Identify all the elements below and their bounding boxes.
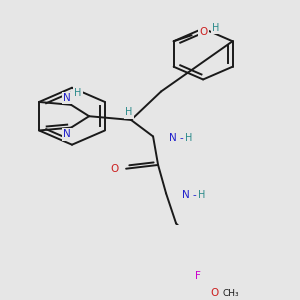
Text: CH₃: CH₃: [223, 289, 239, 298]
Text: -: -: [179, 133, 183, 143]
Text: F: F: [195, 271, 200, 281]
Text: H: H: [212, 23, 219, 33]
Text: H: H: [185, 133, 193, 143]
Text: -: -: [192, 190, 196, 200]
Text: H: H: [125, 107, 133, 118]
Text: N: N: [182, 190, 190, 200]
Text: N: N: [169, 133, 177, 143]
Text: O: O: [200, 27, 208, 37]
Text: O: O: [110, 164, 118, 174]
Text: N: N: [63, 129, 71, 140]
Text: N: N: [63, 93, 71, 103]
Text: H: H: [198, 190, 206, 200]
Text: H: H: [74, 88, 82, 98]
Text: O: O: [210, 288, 218, 298]
